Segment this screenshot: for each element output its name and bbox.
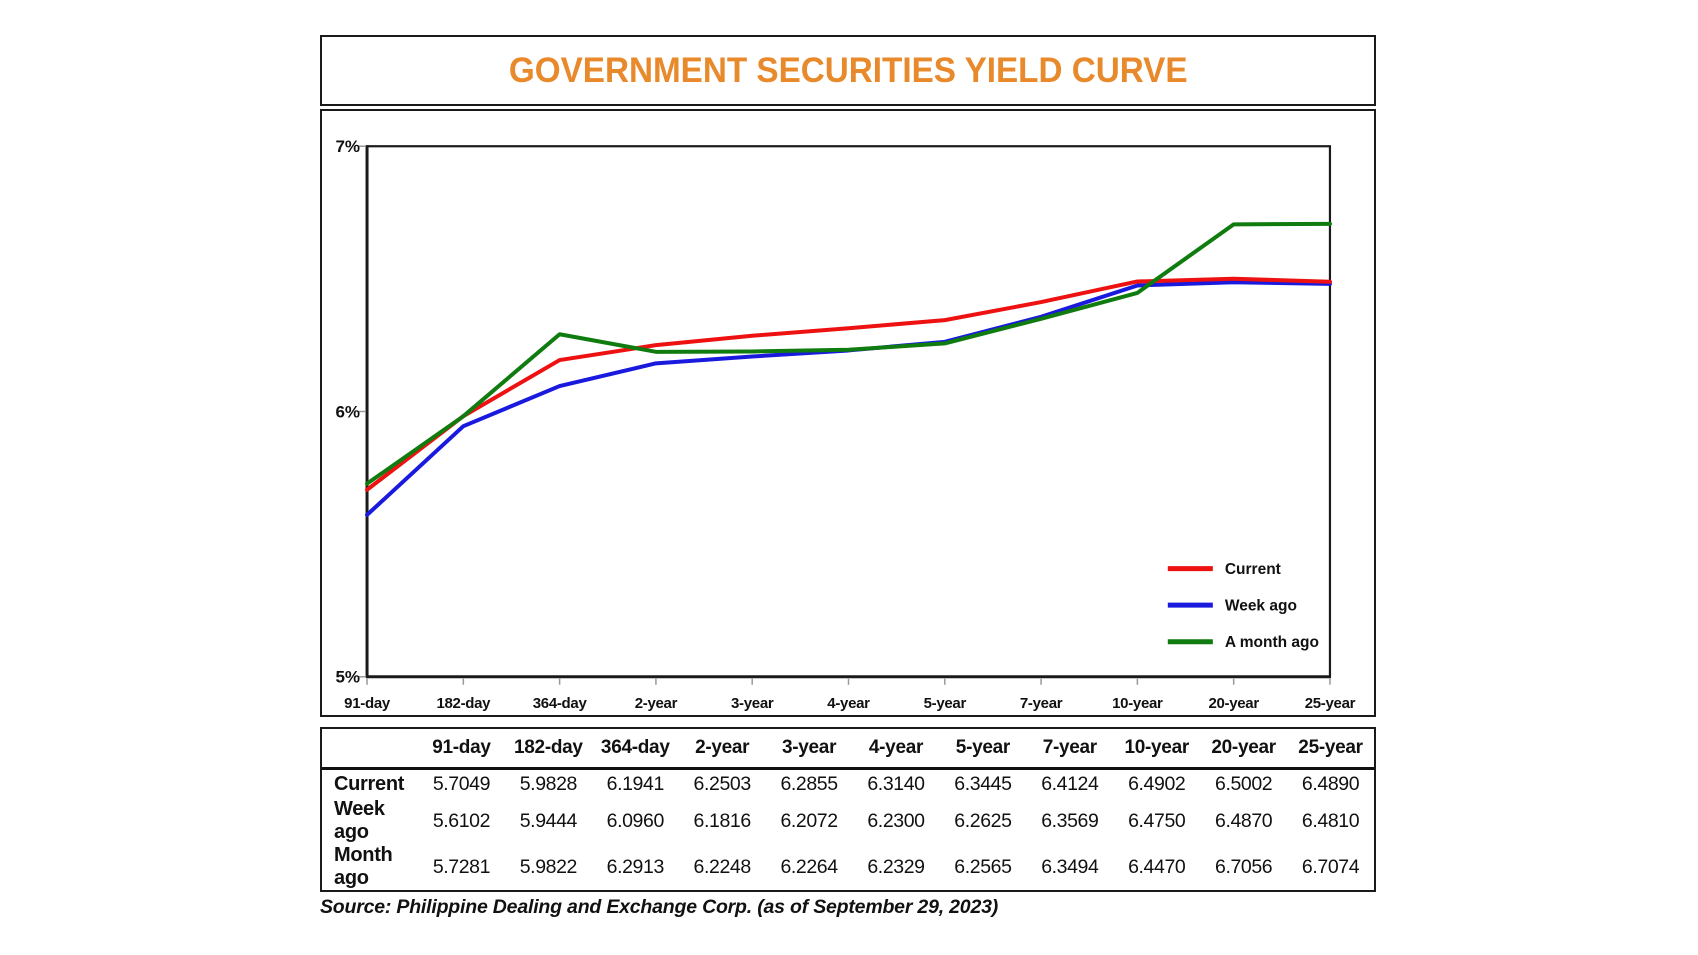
y-axis-label: 7% (335, 137, 360, 156)
table-cell: 6.2625 (954, 809, 1012, 832)
table-row-label: Week ago (334, 798, 385, 843)
table-box: 91-day 182-day 364-day 2-year 3-year 4-year 5-… (320, 727, 1376, 892)
table-header-cell: 4-year (852, 729, 940, 770)
yield-curve-chart: 7% 6% 5% 91-day 182-day 364-day 2-year 3-year 4-… (335, 137, 1356, 712)
legend-label: Week ago (1225, 598, 1297, 615)
table-cell: 6.3445 (954, 772, 1012, 795)
table-header-cell: 10-year (1113, 729, 1201, 770)
table-header-cell: 182-day (504, 729, 592, 770)
table-cell: 6.4870 (1215, 809, 1273, 832)
x-axis-label: 182-day (436, 695, 491, 712)
table-header-cell (322, 729, 418, 770)
table-row-label: Month ago (334, 844, 393, 889)
series-line-week-ago (365, 280, 1332, 517)
series-line-a-month-ago (365, 221, 1332, 486)
legend-label: Current (1225, 561, 1281, 578)
x-axis-label: 20-year (1208, 695, 1259, 712)
table-cell: 6.4124 (1041, 772, 1099, 795)
table-cell: 6.4890 (1301, 772, 1360, 795)
table-cell: 6.2565 (954, 855, 1012, 878)
table-cell: 6.3569 (1041, 809, 1099, 832)
table-cell: 6.4470 (1128, 855, 1186, 878)
x-axis-label: 3-year (731, 695, 774, 712)
x-axis-label: 364-day (533, 695, 588, 712)
plot-frame (365, 145, 1332, 678)
x-axis-label: 91-day (344, 695, 391, 712)
table-cell: 6.4902 (1128, 772, 1186, 795)
table-cell: 6.2300 (867, 809, 925, 832)
x-axis-label: 2-year (635, 695, 678, 712)
x-axis-label: 5-year (924, 695, 967, 712)
table-cell: 5.7281 (432, 855, 491, 878)
table-header-cell: 364-day (591, 729, 679, 770)
table-cell: 5.9828 (519, 772, 578, 795)
x-axis-label: 25-year (1305, 695, 1356, 712)
table-cell: 6.1816 (693, 809, 752, 832)
table-cell: 6.1941 (606, 772, 665, 795)
table-header-cell: 5-year (939, 729, 1027, 770)
table-header-cell: 91-day (418, 729, 505, 770)
table-cell: 6.2503 (693, 772, 752, 795)
table-cell: 6.4810 (1301, 809, 1360, 832)
source-note: Source: Philippine Dealing and Exchange … (320, 896, 999, 918)
table-header-cell: 25-year (1287, 729, 1374, 770)
series-line-current (365, 276, 1332, 492)
table-cell: 6.4750 (1128, 809, 1186, 832)
table-cell: 6.3140 (867, 772, 925, 795)
chart-title: GOVERNMENT SECURITIES YIELD CURVE (508, 50, 1188, 90)
table-cell: 6.3494 (1041, 855, 1099, 878)
table-cell: 6.7056 (1215, 855, 1273, 878)
table-cell: 6.2248 (693, 855, 752, 878)
table-header-cell: 7-year (1026, 729, 1114, 770)
table-cell: 6.0960 (606, 809, 665, 832)
table-cell: 6.2855 (780, 772, 838, 795)
table-cell: 5.7049 (432, 772, 491, 795)
y-axis-label: 6% (335, 403, 360, 422)
table-cell: 6.2913 (606, 855, 665, 878)
table-cell: 6.2072 (780, 809, 838, 832)
table-header-cell: 20-year (1200, 729, 1288, 770)
x-axis-label: 4-year (827, 695, 870, 712)
table-cell: 6.2264 (780, 855, 838, 878)
chart-box: 7% 6% 5% 91-day 182-day 364-day 2-year 3-year 4-… (320, 109, 1376, 717)
table-cell: 5.6102 (432, 809, 491, 832)
y-axis-label: 5% (335, 668, 360, 687)
table-row-label: Current (334, 772, 405, 795)
table-cell: 5.9822 (519, 855, 578, 878)
yield-table: 91-day 182-day 364-day 2-year 3-year 4-year 5-… (322, 729, 1374, 890)
table-header-cell: 3-year (765, 729, 853, 770)
x-axis-label: 7-year (1020, 695, 1063, 712)
table-cell: 6.2329 (867, 855, 925, 878)
x-axis-label: 10-year (1112, 695, 1163, 712)
title-box: GOVERNMENT SECURITIES YIELD CURVE (320, 35, 1376, 106)
table-cell: 5.9444 (519, 809, 578, 832)
table-cell: 6.7074 (1301, 855, 1360, 878)
table-header-cell: 2-year (678, 729, 766, 770)
legend-label: A month ago (1225, 634, 1319, 651)
table-cell: 6.5002 (1215, 772, 1273, 795)
